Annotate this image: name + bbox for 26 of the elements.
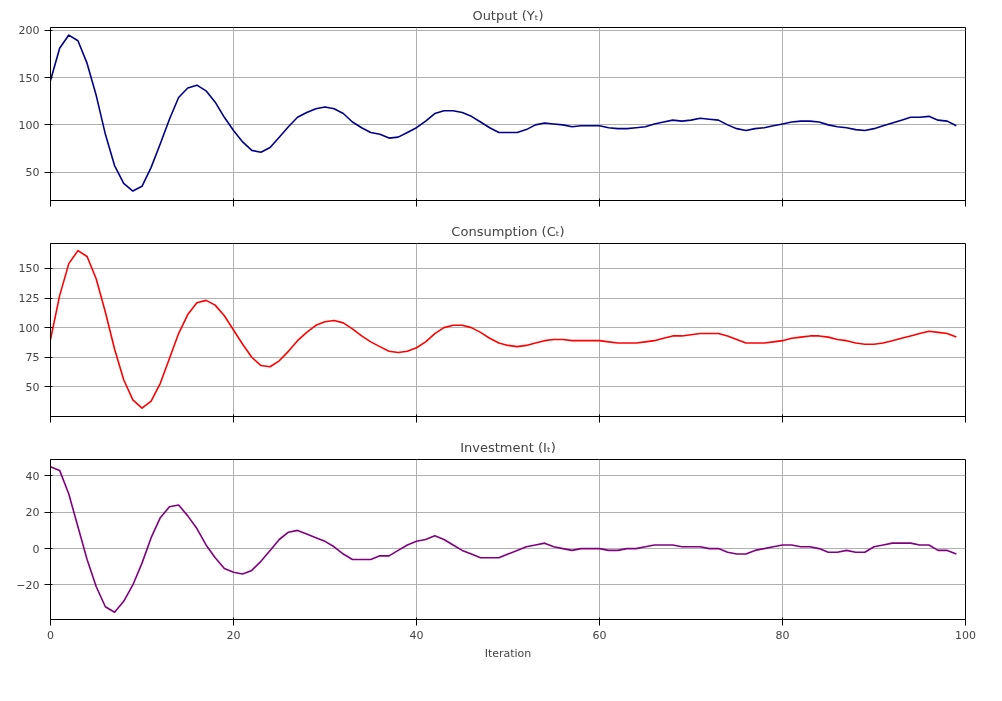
y-tick-label: 50 (25, 166, 40, 180)
chart-title: Consumption (Cₜ) (451, 223, 565, 239)
chart-title: Output (Yₜ) (472, 7, 544, 23)
y-tick-label: 0 (32, 542, 40, 556)
x-tick-label: 0 (47, 628, 54, 642)
x-axis-title: Iteration (484, 646, 532, 660)
line-series (50, 249, 958, 410)
y-tick-label: 100 (18, 321, 40, 335)
y-tick-label: 20 (25, 506, 40, 520)
y-tick-label: 150 (18, 71, 40, 85)
x-tick-label: 100 (955, 628, 976, 642)
y-tick-label: 200 (18, 24, 40, 38)
line-series (50, 34, 958, 192)
x-tick-label: 60 (592, 628, 607, 642)
x-tick-label: 20 (226, 628, 241, 642)
x-tick-label: 40 (409, 628, 424, 642)
y-tick-label: 100 (18, 118, 40, 132)
y-tick-label: 125 (18, 292, 40, 306)
y-tick-label: 150 (18, 262, 40, 276)
y-tick-label: 50 (25, 380, 40, 394)
chart-title: Investment (Iₜ) (460, 439, 556, 455)
y-tick-label: −20 (16, 578, 40, 592)
y-tick-label: 40 (25, 469, 40, 483)
y-tick-label: 75 (25, 351, 40, 365)
line-series (50, 465, 958, 614)
x-tick-label: 80 (775, 628, 790, 642)
